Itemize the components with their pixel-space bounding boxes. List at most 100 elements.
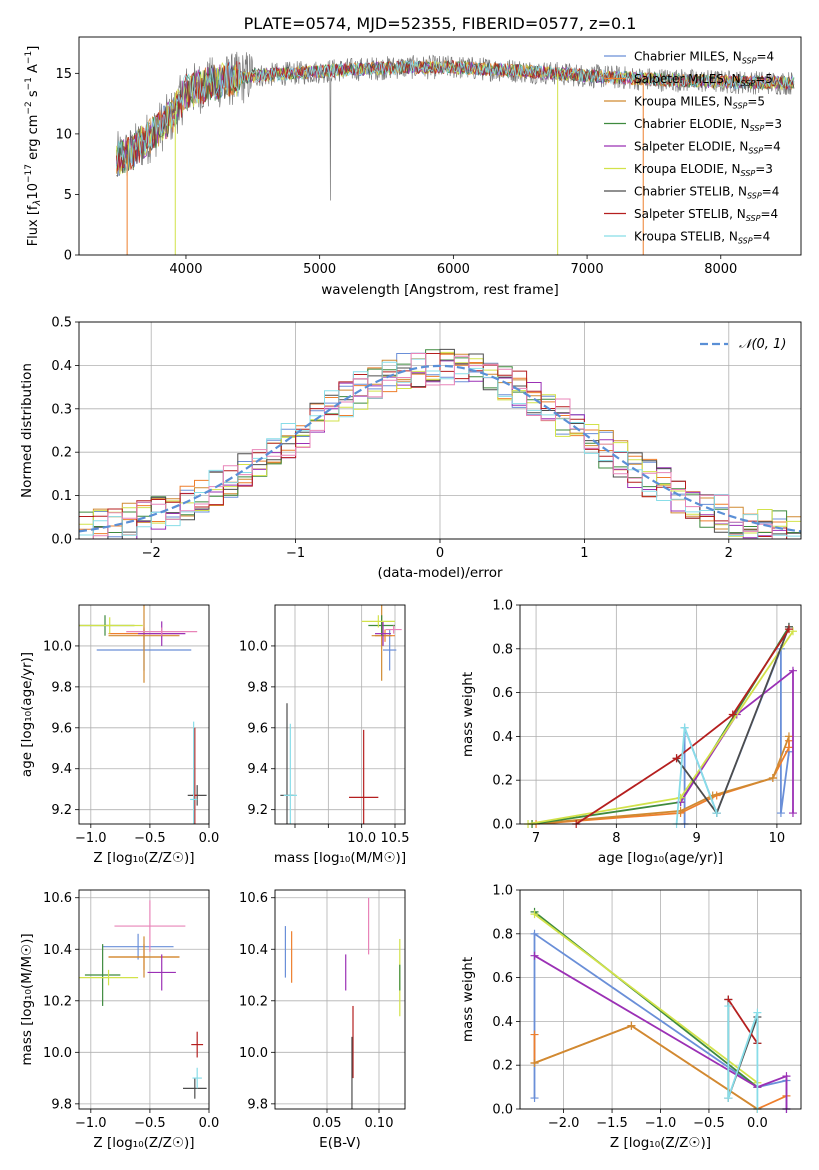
y-tick-label: 9.8 [247,680,268,695]
errorbar-point [349,729,379,824]
mass-weight-marker [788,666,797,675]
legend-label: Salpeter MILES, NSSP=5 [634,72,773,88]
mass-weight-marker [782,1072,791,1081]
axes-frame [519,889,802,1110]
mass-weight-series [679,668,794,813]
histogram-step [79,353,801,539]
x-tick-label: −1.0 [75,1116,107,1131]
y-tick-label: 9.4 [247,762,268,777]
x-tick-label: −0.5 [134,831,166,846]
y-tick-label: 0.8 [492,927,513,942]
y-tick-label: 5 [64,188,72,203]
mass-weight-marker [776,809,785,818]
residuals-panel: −2 −1 0 1 2 0.0 0.1 0.2 0.3 0.4 0.5 (data-model)/er… [19,316,802,581]
mass-weight-marker [768,774,777,783]
x-axis-label: mass [log₁₀(M/M☉)] [274,850,406,866]
x-tick-label: −0.5 [134,1116,166,1131]
y-tick-label: 0.1 [51,489,72,504]
x-axis-label: E(B-V) [319,1135,361,1151]
x-axis-label: (data-model)/error [377,565,503,581]
x-tick-label: −2 [142,546,161,561]
y-axis-label: age [log₁₀(age/yr)] [19,652,35,777]
x-tick-label: 6000 [437,262,470,277]
spectrum-model-line [116,60,795,173]
axes-frame [78,36,802,256]
x-tick-label: 1 [580,546,588,561]
legend-label: Kroupa STELIB, NSSP=4 [634,230,770,246]
mass-weight-marker [530,951,539,960]
y-tick-label: 0.4 [51,359,72,374]
x-tick-label: 10 [769,831,786,846]
errorbar-point [79,969,139,986]
errorbar-point [368,615,395,636]
legend-label: Kroupa ELODIE, NSSP=3 [634,162,773,178]
x-tick-label: 0.0 [199,831,220,846]
y-tick-label: 0.4 [492,1015,513,1030]
y-tick-label: 9.2 [51,803,72,818]
x-tick-label: −2.0 [548,1116,580,1131]
y-tick-label: 0 [64,249,72,264]
x-tick-label: 0 [436,546,444,561]
age-vs-mass-panel: 10.0 10.5 9.2 9.4 9.6 9.8 10.0 mass [log₁₀(M/M☉… [239,604,409,866]
mass-weight-marker [753,1008,762,1017]
y-tick-label: 0.3 [51,402,72,417]
mass-weight-marker [784,625,793,634]
y-tick-label: 0.2 [51,446,72,461]
y-tick-label: 10.2 [239,994,268,1009]
y-tick-label: 0.2 [492,774,513,789]
legend-label: Salpeter STELIB, NSSP=4 [634,207,778,223]
y-tick-label: 0.6 [492,686,513,701]
mass-weight-marker [530,1059,539,1068]
mass-weight-series [536,740,790,824]
mass-vs-Z-panel: −1.0 −0.5 0.0 9.8 10.0 10.2 10.4 10.6 Z [log₁₀(Z… [19,889,219,1151]
axes-frame [519,604,802,825]
legend-label: Salpeter ELODIE, NSSP=4 [634,140,781,156]
y-tick-label: 0.4 [492,730,513,745]
mass-weight-marker [530,1030,539,1039]
y-tick-label: 0.0 [492,818,513,833]
y-tick-label: 10.4 [239,943,268,958]
x-axis-label: age [log₁₀(age/yr)] [598,850,723,866]
mass-weight-marker [530,1094,539,1103]
x-tick-label: 2 [725,546,733,561]
y-tick-label: 10.6 [239,891,268,906]
errorbar-point [126,627,198,636]
errorbar-point [375,621,391,646]
y-tick-label: 0.5 [51,316,72,331]
legend-label: Chabrier MILES, NSSP=4 [634,50,774,66]
y-tick-label: 10 [55,127,72,142]
mass-weight-marker [530,910,539,919]
y-axis-label: Normed distribution [19,363,35,498]
y-tick-label: 0.0 [492,1103,513,1118]
y-tick-label: 10.0 [43,639,72,654]
mass-weight-marker [712,809,721,818]
x-tick-label: −1 [286,546,305,561]
y-tick-label: 10.0 [43,1046,72,1061]
errorbar-point [147,954,176,991]
axes-frame [274,889,406,1110]
errorbar-point [79,617,143,634]
errorbar-point [84,944,121,1006]
y-tick-label: 9.4 [51,762,72,777]
y-tick-label: 9.8 [51,680,72,695]
axes-frame [274,604,406,825]
mass-weight-series [727,1006,759,1109]
legend-label: Chabrier ELODIE, NSSP=3 [634,117,782,133]
y-tick-label: 0.8 [492,642,513,657]
mass-weight-marker [784,732,793,741]
mass-weight-marker [530,929,539,938]
errorbar-point [190,721,198,824]
mass-weight-marker [672,754,681,763]
errorbar-point [102,933,174,960]
errorbar-point [183,1078,207,1099]
x-tick-label: 7000 [571,262,604,277]
axes-frame [78,889,210,1110]
x-tick-label: −1.0 [645,1116,677,1131]
y-tick-label: 10.6 [43,891,72,906]
mass-weight-marker [724,1094,733,1103]
mass-weight-marker [788,627,797,636]
y-tick-label: 0.0 [51,533,72,548]
x-tick-label: −0.5 [693,1116,725,1131]
figure-title: PLATE=0574, MJD=52355, FIBERID=0577, z=0… [244,14,637,33]
